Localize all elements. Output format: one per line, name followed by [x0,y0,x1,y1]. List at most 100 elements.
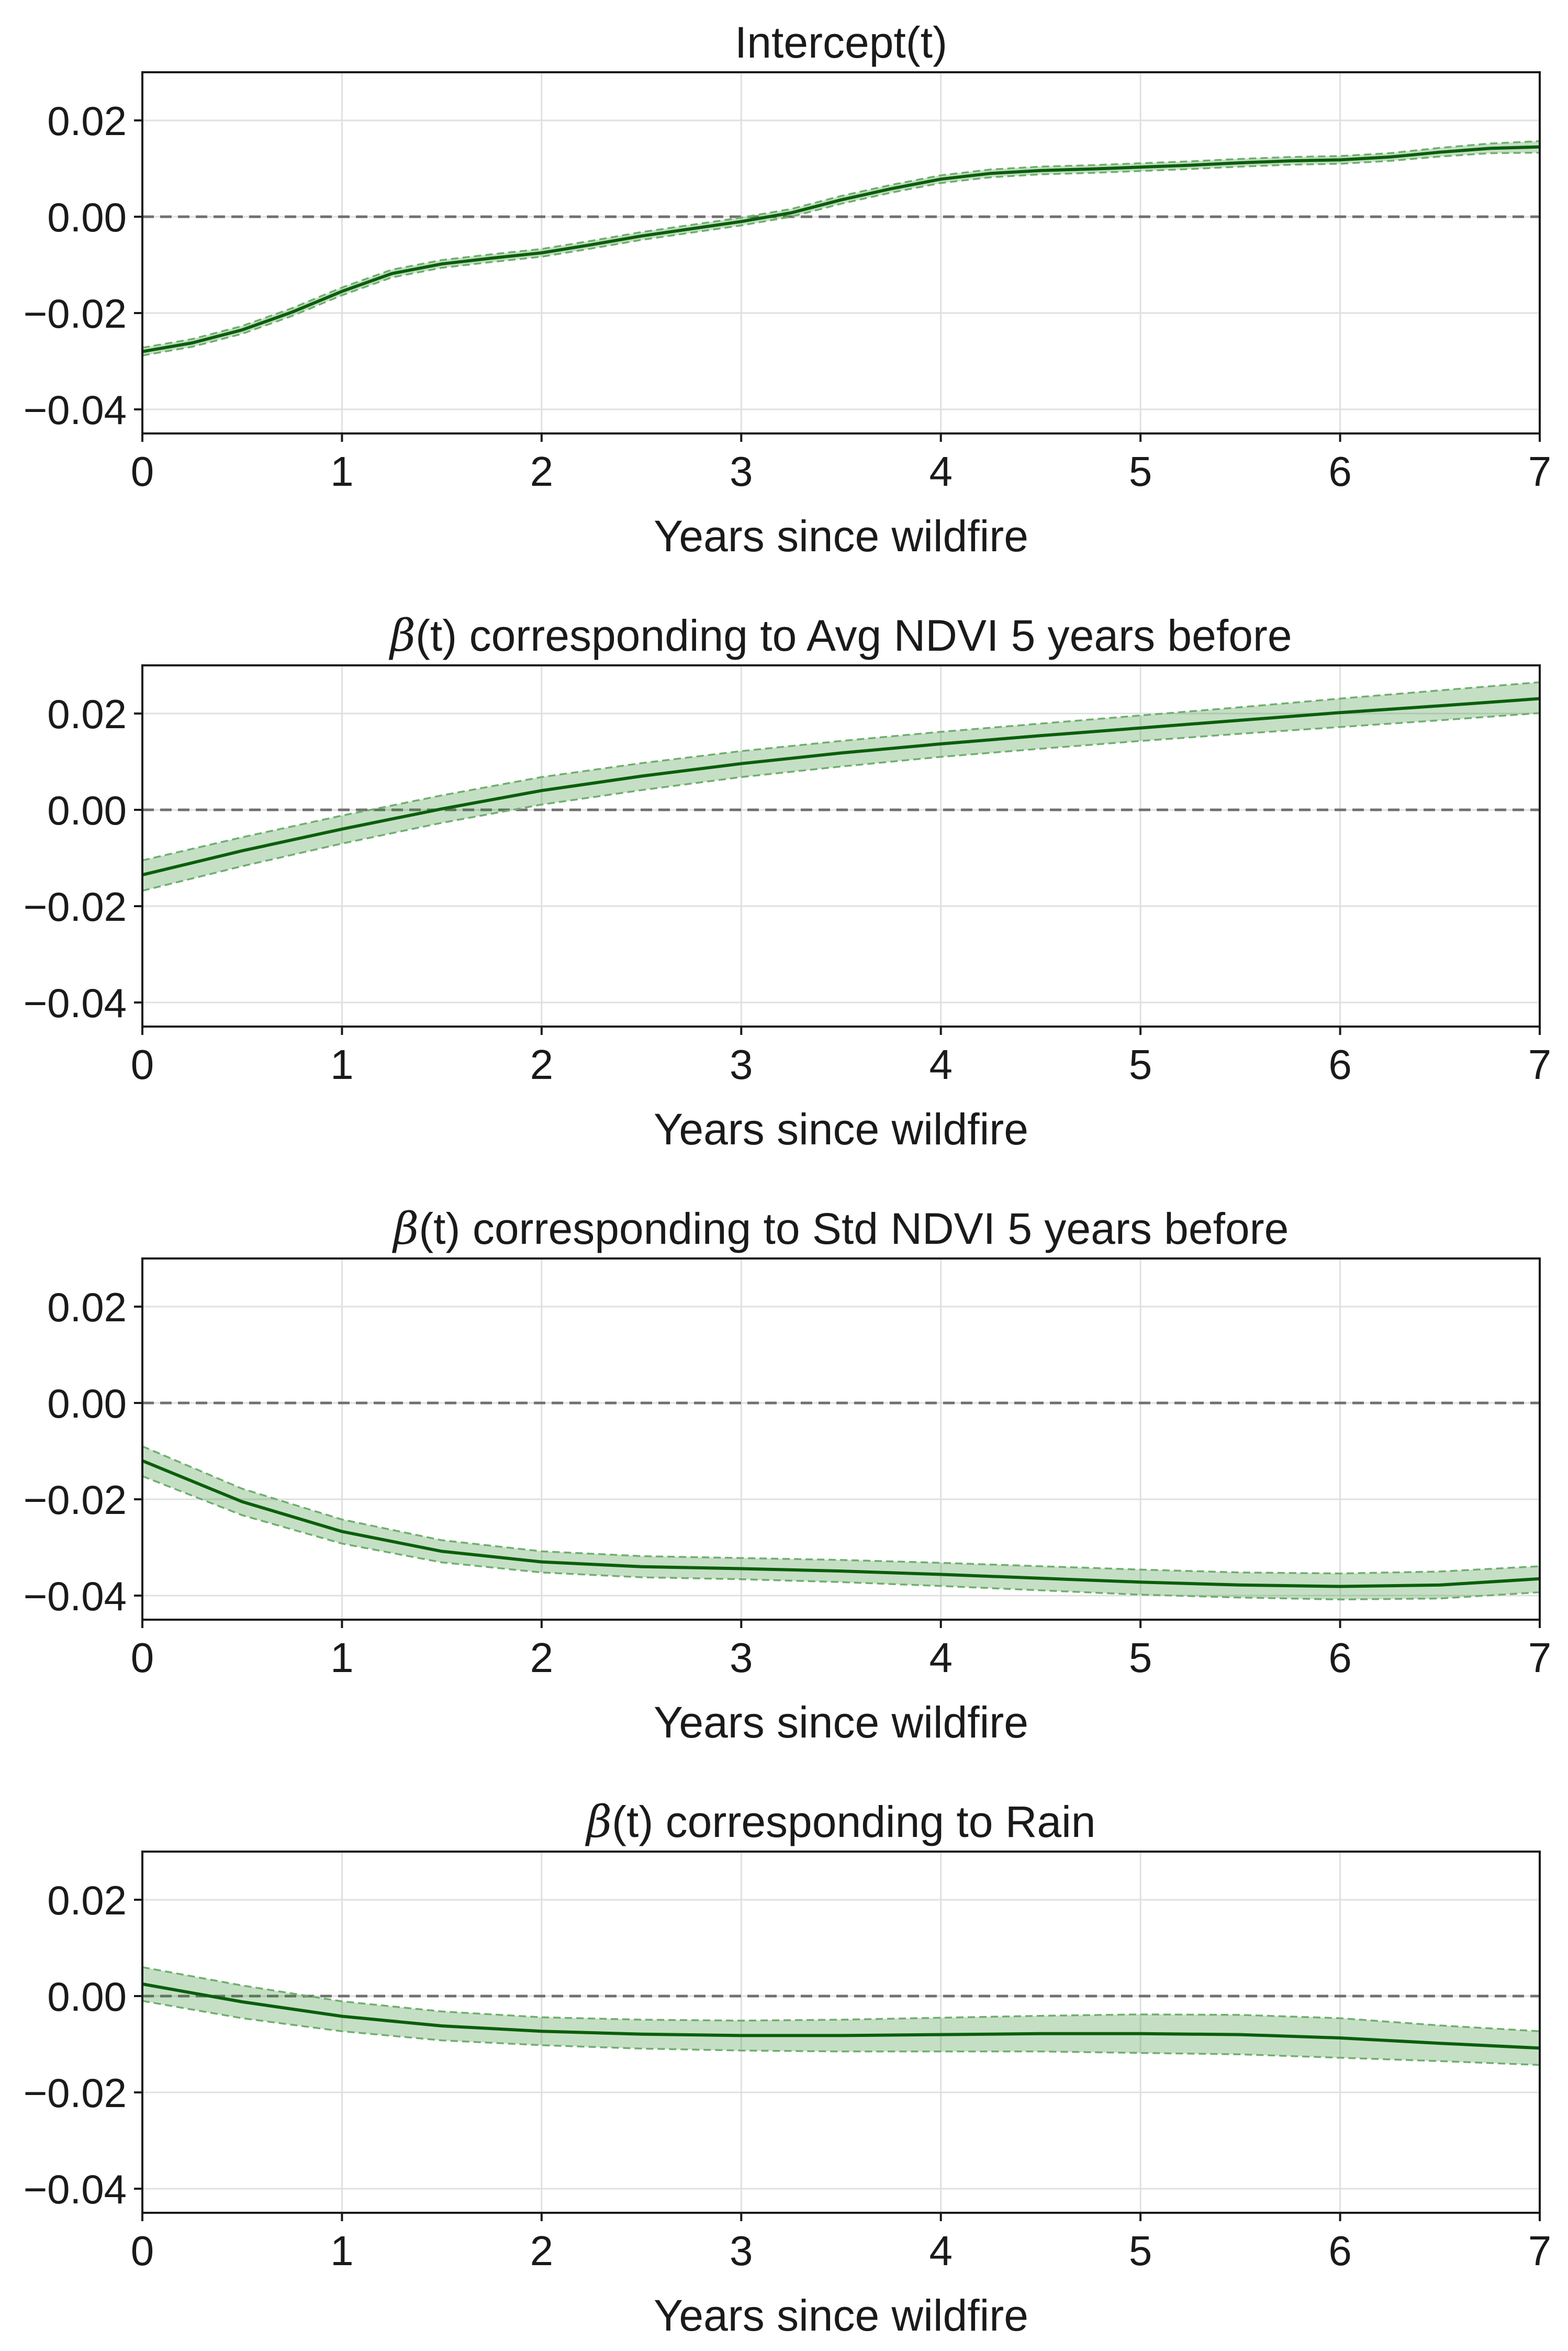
y-tick-label: 0.02 [47,1877,127,1923]
x-tick-label: 2 [530,1634,554,1681]
x-tick-label: 3 [730,1041,753,1088]
x-axis: 0 1 2 3 4 5 6 7 [131,433,1552,495]
lower-bound-line [142,712,1540,892]
subplot-2: β(t) corresponding to Avg NDVI 5 years b… [24,610,1552,1154]
title-text: corresponding to Rain [653,1797,1095,1846]
y-tick-label: −0.04 [24,387,127,433]
upper-bound-line [142,140,1540,349]
estimate-line [141,1459,1540,1588]
x-tick-label: 6 [1328,2227,1352,2274]
subplot-title: β(t) corresponding to Avg NDVI 5 years b… [388,610,1292,661]
x-tick-label: 0 [131,1041,154,1088]
y-tick-label: 0.00 [47,194,127,240]
title-beta-argument: (t) [612,1797,653,1846]
x-tick-label: 1 [330,1041,354,1088]
y-tick-label: −0.04 [24,980,127,1026]
x-tick-label: 2 [530,2227,554,2274]
y-axis: 0.02 0.00 −0.02 −0.04 [24,98,142,433]
x-tick-label: 5 [1129,1041,1152,1088]
grid [141,72,1541,433]
title-beta-symbol: β [585,1796,612,1847]
x-tick-label: 1 [330,2227,354,2274]
title-text: Intercept(t) [735,18,947,67]
upper-bound-line [142,1966,1540,2032]
y-axis: 0.02 0.00 −0.02 −0.04 [24,1284,142,1619]
axes-frame [141,1257,1541,1621]
x-tick-label: 2 [530,448,554,495]
x-tick-label: 7 [1528,448,1552,495]
x-tick-label: 1 [330,448,354,495]
x-tick-label: 3 [730,1634,753,1681]
y-axis: 0.02 0.00 −0.02 −0.04 [24,691,142,1026]
y-tick-label: 0.00 [47,1974,127,2020]
x-tick-label: 6 [1328,1634,1352,1681]
y-tick-label: −0.02 [24,884,127,930]
x-tick-label: 1 [330,1634,354,1681]
axes-frame [141,1851,1541,2214]
confidence-band [142,1967,1540,2065]
x-tick-label: 3 [730,448,753,495]
y-tick-label: 0.00 [47,1380,127,1427]
estimate-line [142,145,1540,353]
confidence-band [142,682,1540,891]
x-tick-label: 5 [1129,1634,1152,1681]
x-tick-label: 2 [530,1041,554,1088]
y-tick-label: 0.02 [47,691,127,737]
title-beta-symbol: β [392,1203,419,1254]
x-axis: 0 1 2 3 4 5 6 7 [131,1027,1552,1088]
x-tick-label: 0 [131,2227,154,2274]
confidence-band [142,1446,1540,1600]
x-tick-label: 7 [1528,1041,1552,1088]
upper-bound-line [142,1445,1540,1575]
axes-frame [141,71,1541,434]
x-tick-label: 0 [131,1634,154,1681]
x-tick-label: 4 [929,1041,953,1088]
title-text: corresponding to Std NDVI 5 years before [461,1204,1289,1253]
lower-bound-line [142,151,1540,356]
x-axis: 0 1 2 3 4 5 6 7 [131,1620,1552,1681]
x-tick-label: 7 [1528,2227,1552,2274]
x-tick-label: 6 [1328,1041,1352,1088]
y-tick-label: −0.02 [24,291,127,337]
x-tick-label: 5 [1129,2227,1152,2274]
lower-bound-line [142,1475,1540,1601]
lower-bound-line [142,2000,1540,2066]
title-beta-symbol: β [388,610,416,661]
x-tick-label: 7 [1528,1634,1552,1681]
x-tick-label: 0 [131,448,154,495]
subplot-1: Intercept(t) 0 1 2 3 4 5 6 7 0.02 0.00 −0.02 −0.04 Ye… [24,18,1552,561]
x-tick-label: 6 [1328,448,1352,495]
y-tick-label: −0.02 [24,1477,127,1523]
x-tick-label: 5 [1129,448,1152,495]
y-axis: 0.02 0.00 −0.02 −0.04 [24,1877,142,2212]
x-axis: 0 1 2 3 4 5 6 7 [131,2213,1552,2274]
estimate-line [142,697,1540,877]
subplot-title: Intercept(t) [735,18,947,67]
x-tick-label: 3 [730,2227,753,2274]
title-beta-argument: (t) [416,611,457,660]
y-tick-label: −0.04 [24,2166,127,2212]
x-tick-label: 4 [929,1634,953,1681]
confidence-band [142,141,1540,355]
x-axis-label: Years since wildfire [654,1105,1028,1154]
x-axis-label: Years since wildfire [654,1698,1028,1747]
x-axis-label: Years since wildfire [654,511,1028,561]
y-tick-label: 0.02 [47,98,127,144]
title-beta-argument: (t) [419,1204,460,1253]
upper-bound-line [142,681,1540,862]
title-text: corresponding to Avg NDVI 5 years before [457,611,1292,660]
y-tick-label: 0.02 [47,1284,127,1330]
axes-frame [141,664,1541,1028]
x-tick-label: 4 [929,2227,953,2274]
y-tick-label: 0.00 [47,787,127,833]
estimate-line [142,1982,1540,2050]
x-tick-label: 4 [929,448,953,495]
x-axis-label: Years since wildfire [654,2291,1028,2340]
subplot-title: β(t) corresponding to Std NDVI 5 years b… [392,1203,1289,1254]
subplot-title: β(t) corresponding to Rain [585,1796,1095,1847]
y-tick-label: −0.02 [24,2070,127,2116]
y-tick-label: −0.04 [24,1573,127,1619]
subplot-3: β(t) corresponding to Std NDVI 5 years b… [24,1203,1552,1747]
